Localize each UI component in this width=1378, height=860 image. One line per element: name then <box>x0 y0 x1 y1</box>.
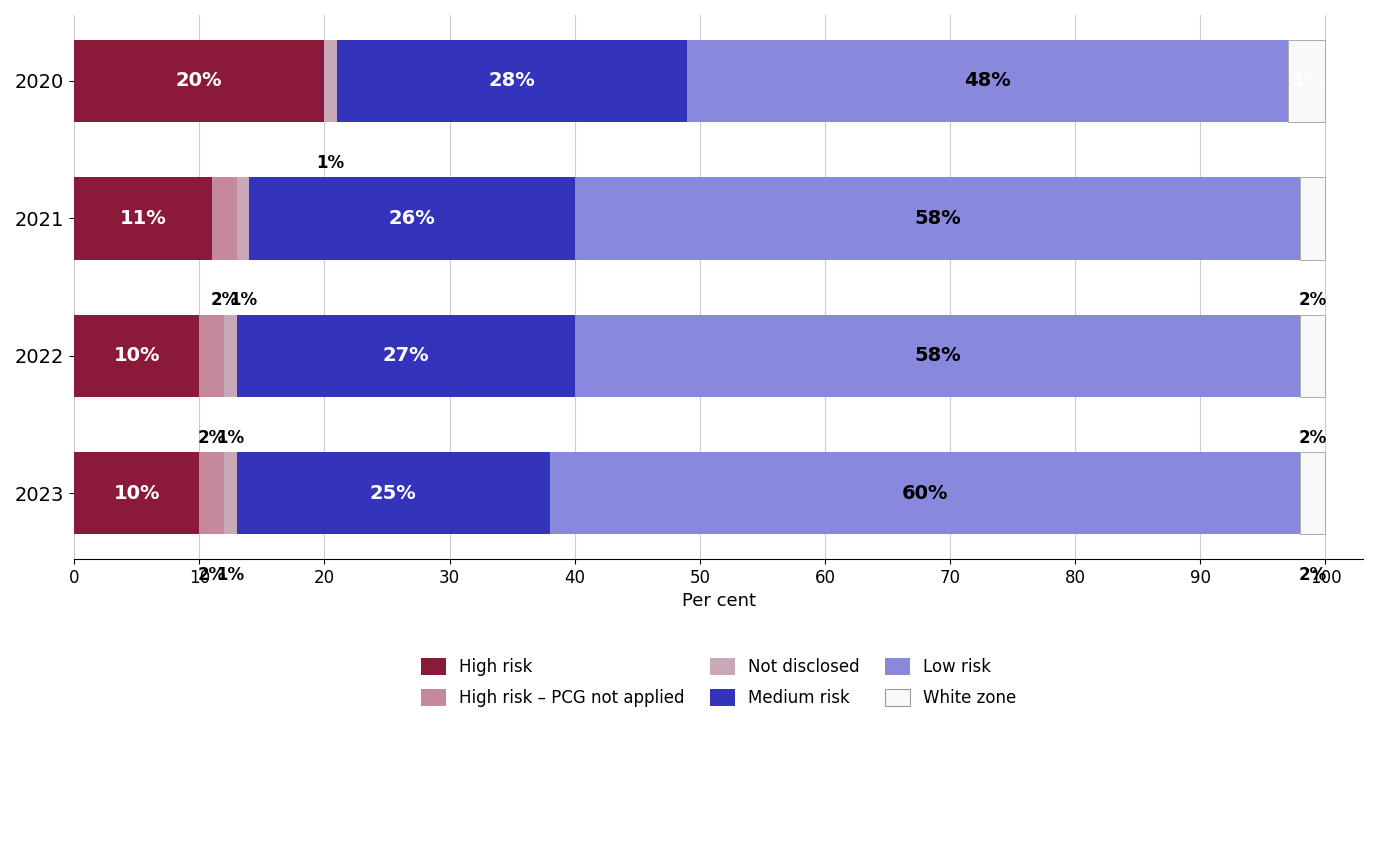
Legend: High risk, High risk – PCG not applied, Not disclosed, Medium risk, Low risk, Wh: High risk, High risk – PCG not applied, … <box>412 649 1025 716</box>
Bar <box>688 40 1288 122</box>
Text: 20%: 20% <box>176 71 222 90</box>
Bar <box>200 452 225 534</box>
Bar <box>225 315 237 397</box>
Bar <box>237 315 575 397</box>
Text: 1%: 1% <box>216 566 244 584</box>
Text: 60%: 60% <box>901 483 948 503</box>
Bar <box>74 40 324 122</box>
Text: 1%: 1% <box>229 291 258 309</box>
Text: 10%: 10% <box>113 483 160 503</box>
Text: 2%: 2% <box>197 428 226 446</box>
X-axis label: Per cent: Per cent <box>682 593 755 611</box>
Text: 27%: 27% <box>383 347 429 366</box>
Bar <box>74 452 200 534</box>
Bar <box>249 177 575 260</box>
Bar <box>1301 177 1326 260</box>
Text: 48%: 48% <box>965 71 1011 90</box>
Bar <box>74 315 200 397</box>
Text: 26%: 26% <box>389 209 435 228</box>
Text: 2%: 2% <box>197 566 226 584</box>
Text: 10%: 10% <box>113 347 160 366</box>
Bar <box>212 177 237 260</box>
Bar <box>74 177 212 260</box>
Text: 11%: 11% <box>120 209 167 228</box>
Text: 2%: 2% <box>1299 428 1327 446</box>
Text: 3%: 3% <box>1290 71 1323 90</box>
Text: 58%: 58% <box>914 209 960 228</box>
Bar <box>1301 452 1326 534</box>
Text: 2%: 2% <box>1299 566 1327 584</box>
Bar <box>225 452 237 534</box>
Bar <box>550 452 1301 534</box>
Text: 28%: 28% <box>489 71 536 90</box>
Text: 2%: 2% <box>1299 291 1327 309</box>
Text: 58%: 58% <box>914 347 960 366</box>
Text: 2%: 2% <box>209 291 238 309</box>
Text: 1%: 1% <box>317 154 344 172</box>
Bar <box>237 452 550 534</box>
Bar <box>336 40 688 122</box>
Bar <box>200 315 225 397</box>
Text: 25%: 25% <box>369 483 416 503</box>
Text: 1%: 1% <box>216 428 244 446</box>
Bar <box>1301 315 1326 397</box>
Bar <box>575 177 1301 260</box>
Bar <box>575 315 1301 397</box>
Bar <box>1288 40 1326 122</box>
Bar <box>324 40 336 122</box>
Bar <box>237 177 249 260</box>
